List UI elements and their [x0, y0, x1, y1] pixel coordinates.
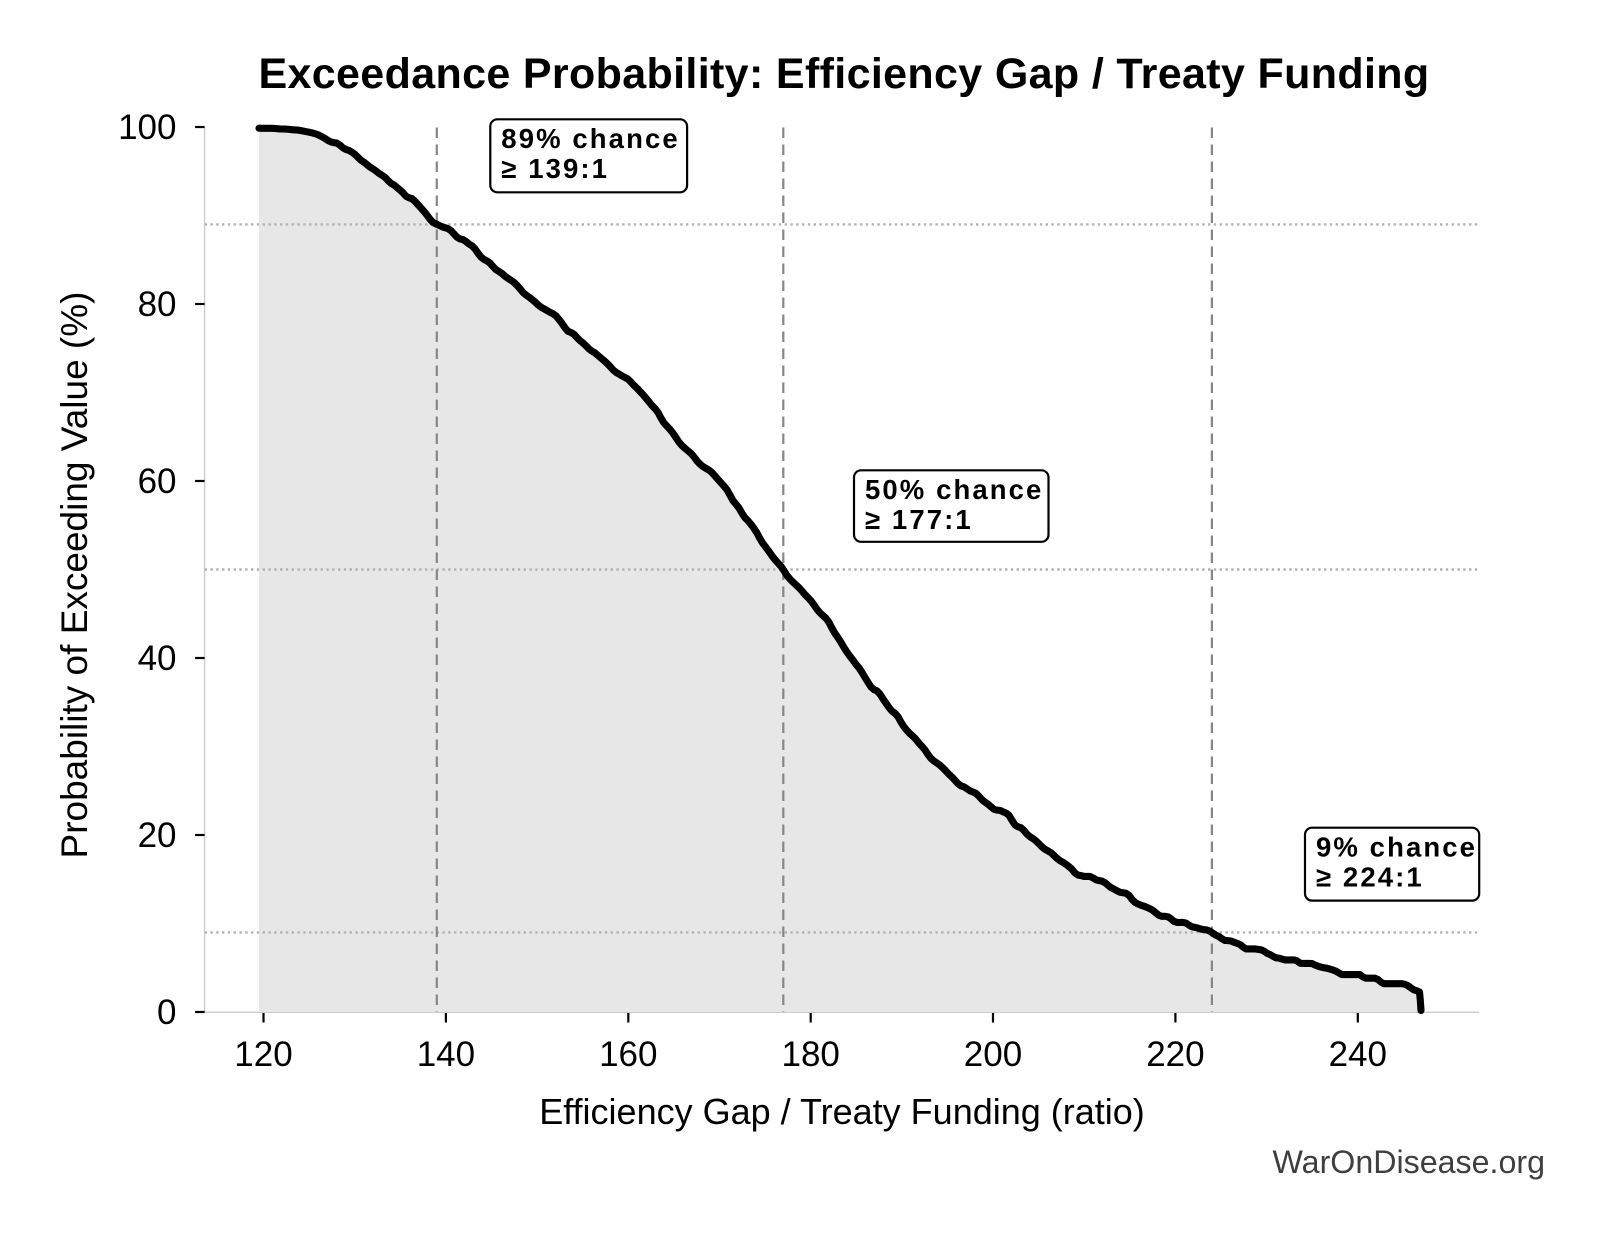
svg-text:140: 140	[417, 1035, 475, 1074]
svg-text:≥ 139:1: ≥ 139:1	[501, 153, 609, 184]
svg-text:89% chance: 89% chance	[501, 123, 679, 154]
svg-text:240: 240	[1329, 1035, 1387, 1074]
svg-text:Probability of Exceeding Value: Probability of Exceeding Value (%)	[54, 292, 95, 859]
svg-text:160: 160	[599, 1035, 657, 1074]
svg-text:60: 60	[138, 462, 177, 501]
svg-text:220: 220	[1146, 1035, 1204, 1074]
svg-text:180: 180	[781, 1035, 839, 1074]
svg-text:50% chance: 50% chance	[865, 474, 1043, 505]
svg-text:120: 120	[234, 1035, 292, 1074]
svg-text:0: 0	[157, 993, 176, 1032]
svg-text:Exceedance Probability: Effici: Exceedance Probability: Efficiency Gap /…	[258, 50, 1429, 98]
svg-text:9% chance: 9% chance	[1316, 831, 1477, 862]
svg-text:≥ 224:1: ≥ 224:1	[1316, 862, 1424, 893]
svg-text:Efficiency Gap / Treaty Fundin: Efficiency Gap / Treaty Funding (ratio)	[539, 1091, 1145, 1132]
svg-text:80: 80	[138, 285, 177, 324]
svg-text:≥ 177:1: ≥ 177:1	[865, 504, 973, 535]
svg-text:100: 100	[118, 108, 176, 147]
svg-text:200: 200	[964, 1035, 1022, 1074]
svg-text:40: 40	[138, 639, 177, 678]
svg-text:20: 20	[138, 816, 177, 855]
svg-text:WarOnDisease.org: WarOnDisease.org	[1273, 1144, 1546, 1180]
